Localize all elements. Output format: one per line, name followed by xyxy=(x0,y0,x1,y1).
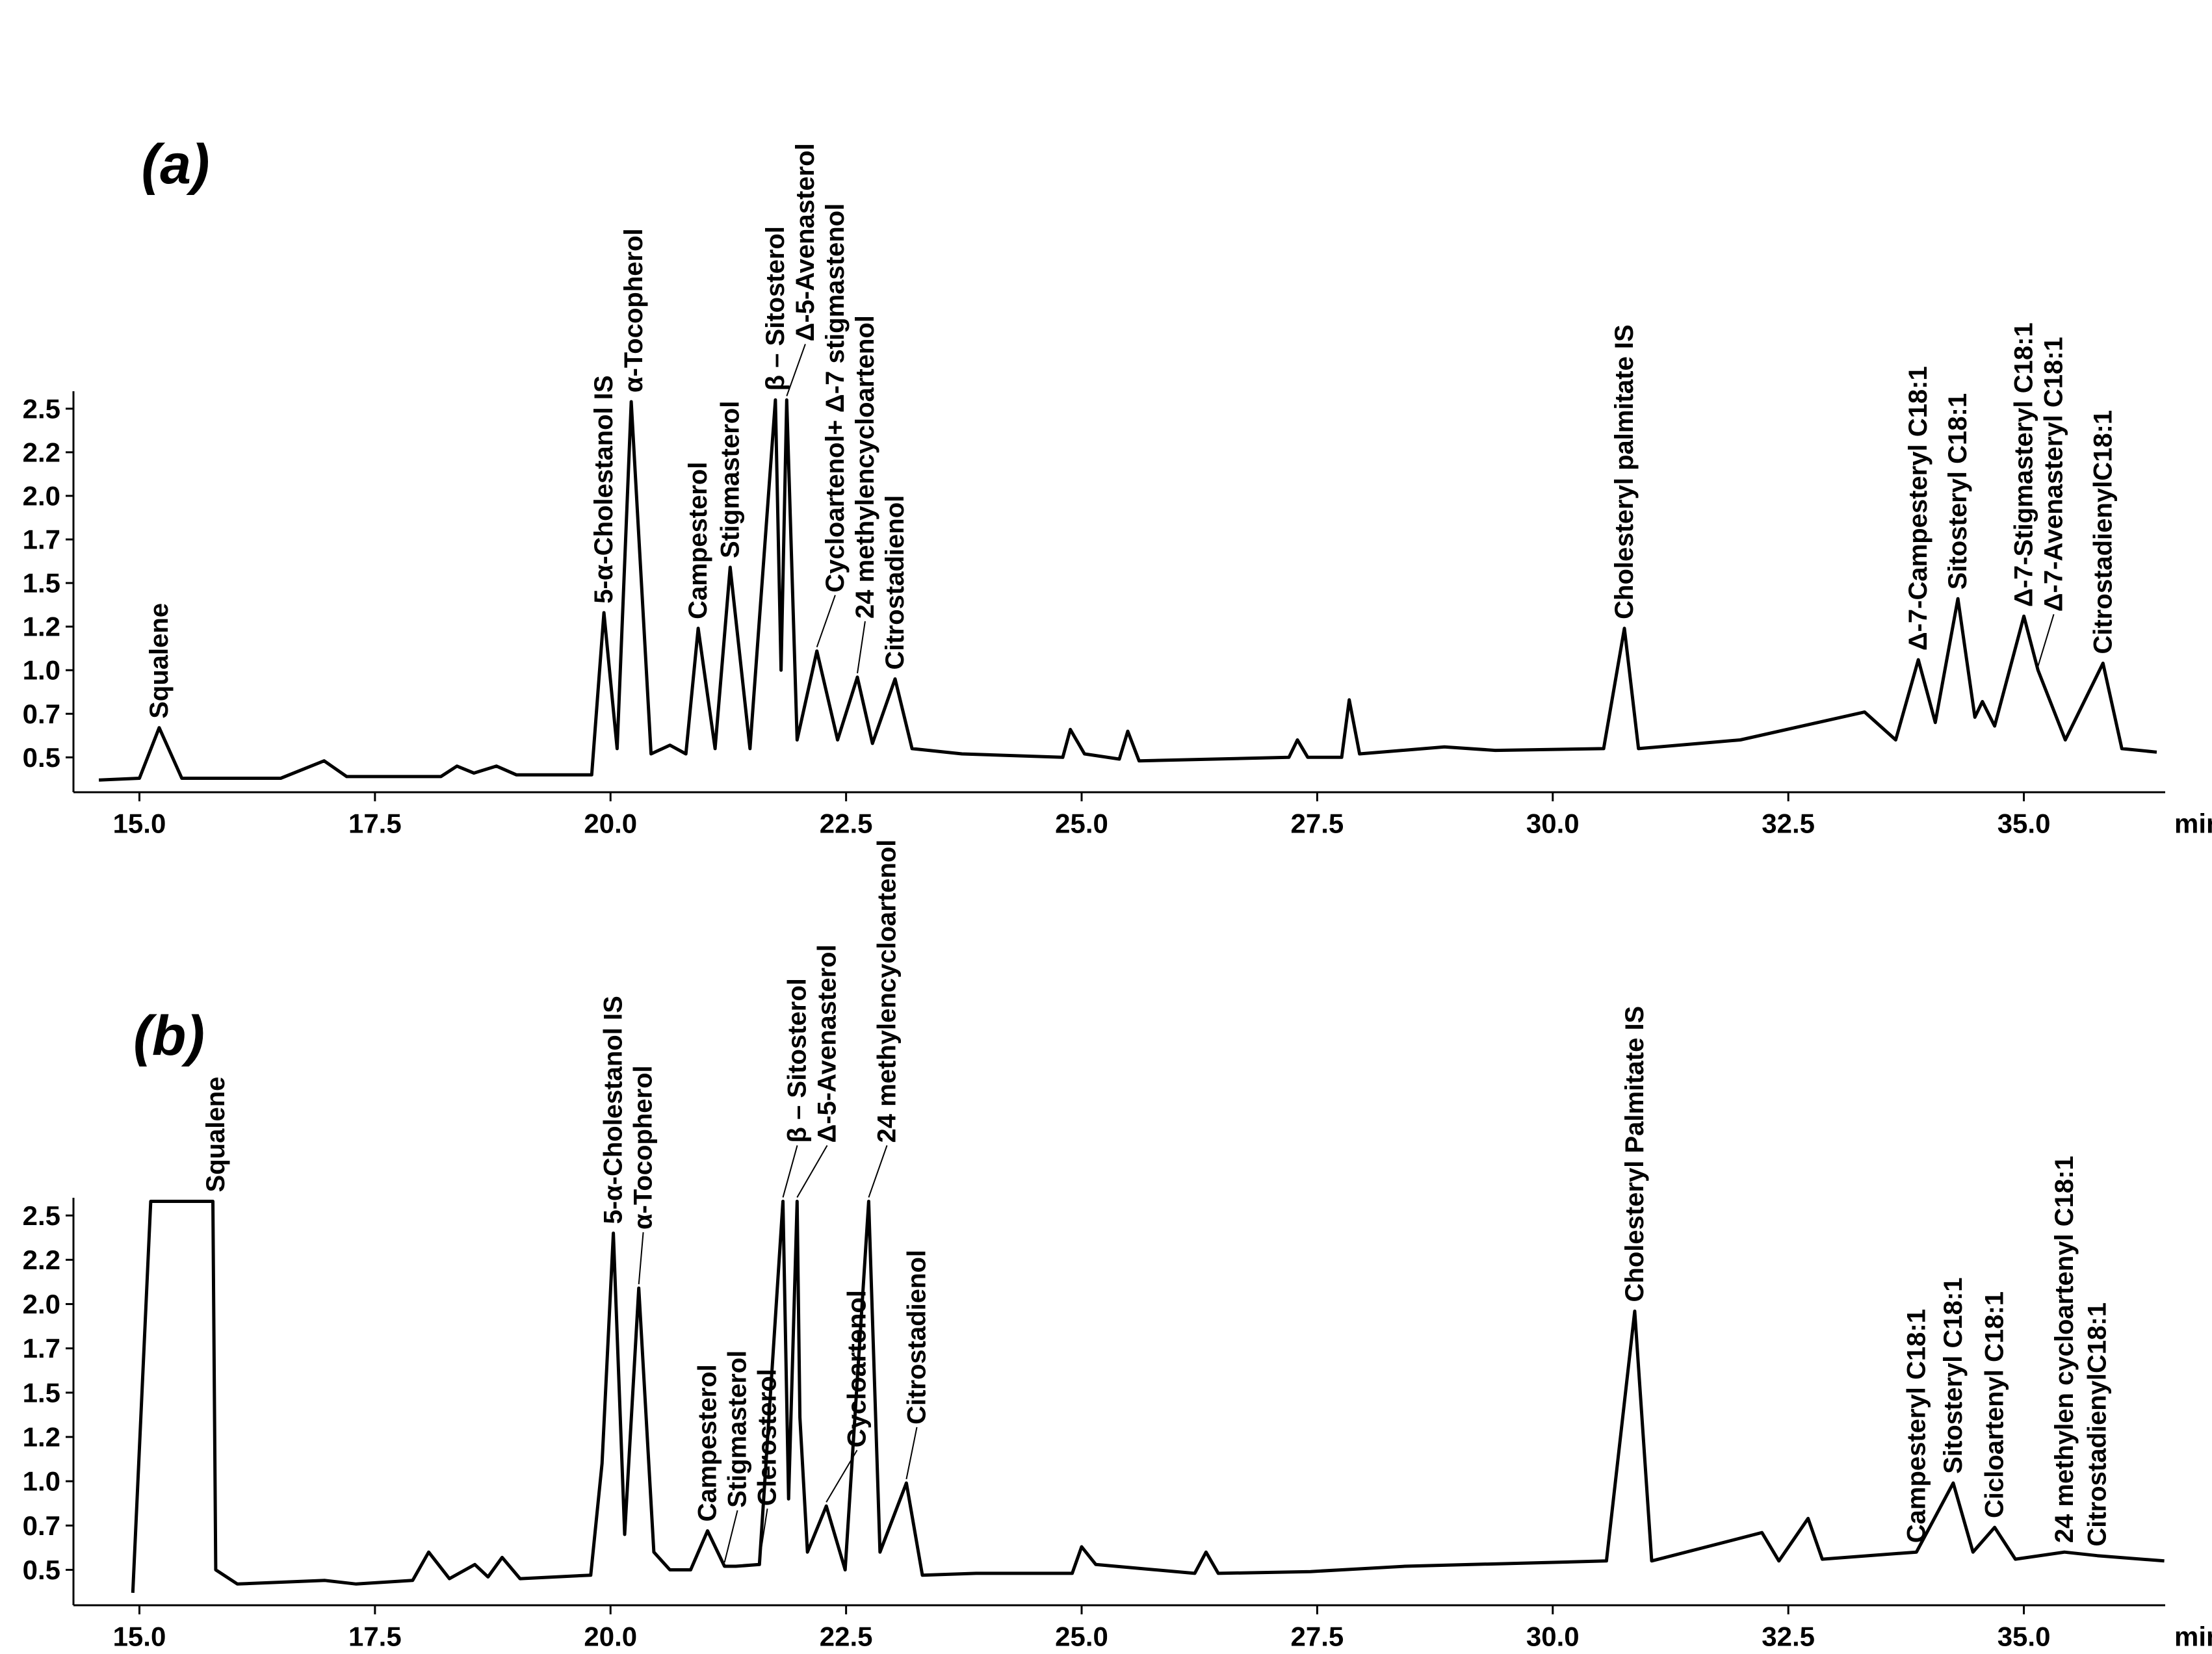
x-tick-label: 20.0 xyxy=(584,1622,637,1652)
peak-label: Squalene xyxy=(145,603,174,719)
leader-line xyxy=(759,1508,768,1561)
y-tick-label: 1.2 xyxy=(23,612,60,642)
leader-line xyxy=(638,1232,644,1285)
x-tick-label: 15.0 xyxy=(113,1622,166,1652)
chromatogram-trace xyxy=(98,398,2157,782)
peak-label: α-Tocopherol xyxy=(619,228,648,393)
peak-label: Squalene xyxy=(202,1077,230,1193)
peak-label: Δ-7-Avenasteryl C18:1 xyxy=(2040,337,2068,612)
peak-label: Cycloartenol+ Δ-7 stigmastenol xyxy=(821,203,850,593)
leader-line xyxy=(826,1449,858,1503)
x-tick-label: 27.5 xyxy=(1291,808,1344,839)
peak-label: Stigmasterol xyxy=(716,401,744,558)
peak-label: Campesteryl C18:1 xyxy=(1902,1309,1931,1543)
peak-label: 24 methylencycloartenol xyxy=(851,315,879,619)
y-tick-label: 2.0 xyxy=(23,1289,60,1319)
y-tick-label: 0.7 xyxy=(23,1510,60,1541)
panel-label: (a) xyxy=(141,133,209,196)
peak-label: Campesterol xyxy=(684,462,712,619)
x-axis-label: min xyxy=(2174,1622,2212,1652)
leader-line xyxy=(816,595,836,648)
x-tick-label: 32.5 xyxy=(1762,808,1815,839)
leader-line xyxy=(868,1145,888,1198)
y-tick-label: 0.5 xyxy=(23,742,60,773)
x-tick-label: 17.5 xyxy=(348,808,402,839)
peak-label: Cicloartenyl C18:1 xyxy=(1981,1291,2009,1518)
leader-line xyxy=(782,1145,798,1198)
peak-label: β – Sitosterol xyxy=(761,226,790,391)
peak-label: Citrostadienol xyxy=(881,495,909,670)
peak-label: 5-α-Cholestanol IS xyxy=(599,996,628,1224)
chromatogram-trace xyxy=(131,1200,2165,1594)
y-tick-label: 1.7 xyxy=(23,1333,60,1363)
y-tick-label: 2.5 xyxy=(23,393,60,424)
y-tick-label: 2.2 xyxy=(23,1245,60,1275)
leader-line xyxy=(857,621,866,674)
peak-label: Δ-5-Avenasterol xyxy=(813,944,842,1143)
peak-label: 5-α-Cholestanol IS xyxy=(590,375,618,603)
peak-label: CitrostadienylC18:1 xyxy=(2083,1302,2112,1547)
y-tick-label: 1.5 xyxy=(23,1377,60,1408)
peak-label: Δ-5-Avenasterol xyxy=(791,143,820,341)
peak-label: Δ-7-Stigmasteryl C18:1 xyxy=(2010,322,2038,607)
y-tick-label: 2.0 xyxy=(23,480,60,511)
leader-line xyxy=(905,1427,918,1480)
leader-line xyxy=(723,1510,738,1563)
x-tick-label: 22.5 xyxy=(820,808,873,839)
peak-label: Cholesteryl palmitate IS xyxy=(1610,324,1639,619)
peak-label: β – Sitosterol xyxy=(783,978,812,1143)
peak-label: Clerosterol xyxy=(753,1369,782,1506)
x-tick-label: 30.0 xyxy=(1526,808,1580,839)
peak-label: α-Tocopherol xyxy=(629,1065,658,1230)
x-tick-label: 35.0 xyxy=(1997,1622,2051,1652)
y-tick-label: 0.7 xyxy=(23,699,60,729)
y-tick-label: 1.7 xyxy=(23,524,60,555)
x-tick-label: 25.0 xyxy=(1055,808,1108,839)
x-tick-label: 17.5 xyxy=(348,1622,402,1652)
x-tick-label: 27.5 xyxy=(1291,1622,1344,1652)
leader-line xyxy=(786,344,806,396)
x-tick-label: 35.0 xyxy=(1997,808,2051,839)
y-tick-label: 1.2 xyxy=(23,1422,60,1453)
x-tick-label: 32.5 xyxy=(1762,1622,1815,1652)
peak-label: 24 methylencycloartenol xyxy=(873,840,902,1143)
peak-label: Stigmasterol xyxy=(723,1350,752,1508)
leader-line xyxy=(796,1144,828,1198)
y-tick-label: 1.0 xyxy=(23,655,60,686)
peak-label: Δ-7-Campesteryl C18:1 xyxy=(1904,366,1932,651)
y-tick-label: 0.5 xyxy=(23,1555,60,1585)
x-axis-label: min xyxy=(2174,808,2212,839)
peak-label: Cholesteryl Palmitate IS xyxy=(1620,1006,1649,1302)
x-tick-label: 20.0 xyxy=(584,808,637,839)
y-tick-label: 1.0 xyxy=(23,1466,60,1497)
y-tick-label: 2.5 xyxy=(23,1200,60,1231)
peak-label: CitrostadienylC18:1 xyxy=(2088,410,2117,654)
peak-label: Campesterol xyxy=(694,1364,722,1521)
peak-label: Sitosteryl C18:1 xyxy=(1944,393,1972,589)
x-tick-label: 30.0 xyxy=(1526,1622,1580,1652)
x-tick-label: 15.0 xyxy=(113,808,166,839)
peak-label: Sitosteryl C18:1 xyxy=(1939,1278,1968,1474)
y-tick-label: 2.2 xyxy=(23,437,60,467)
x-tick-label: 22.5 xyxy=(820,1622,873,1652)
peak-label: Cycloartenol xyxy=(843,1290,872,1447)
peak-label: Citrostadienol xyxy=(903,1250,931,1425)
x-tick-label: 25.0 xyxy=(1055,1622,1108,1652)
panel-label: (b) xyxy=(133,1005,205,1067)
leader-line xyxy=(2037,614,2055,667)
peak-label: 24 methylen cycloartenyl C18:1 xyxy=(2050,1156,2079,1543)
y-tick-label: 1.5 xyxy=(23,568,60,599)
